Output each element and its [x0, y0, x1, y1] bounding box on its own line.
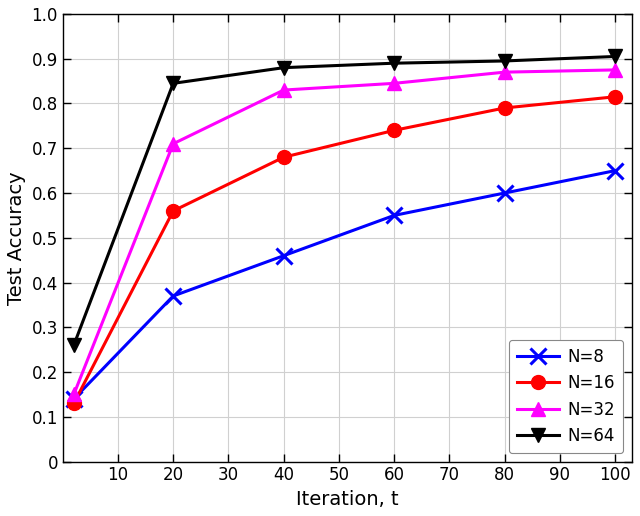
Line: N=32: N=32 [67, 63, 622, 401]
Line: N=16: N=16 [67, 90, 622, 410]
N=32 [170, 141, 177, 147]
N=8 [390, 212, 398, 218]
N=64 [501, 58, 509, 64]
N=16 [70, 400, 77, 407]
N=32 [501, 69, 509, 75]
N=16 [280, 154, 287, 160]
N=32 [280, 87, 287, 93]
N=16 [501, 105, 509, 111]
N=16 [390, 127, 398, 134]
N=64 [390, 60, 398, 66]
X-axis label: Iteration, t: Iteration, t [296, 490, 399, 509]
Line: N=8: N=8 [66, 163, 623, 407]
N=32 [70, 392, 77, 398]
N=64 [70, 342, 77, 348]
N=16 [611, 94, 619, 100]
N=64 [611, 53, 619, 59]
Legend: N=8, N=16, N=32, N=64: N=8, N=16, N=32, N=64 [509, 340, 623, 453]
N=8 [280, 253, 287, 259]
N=64 [280, 64, 287, 71]
N=8 [70, 396, 77, 402]
N=8 [611, 168, 619, 174]
N=16 [170, 208, 177, 214]
N=8 [170, 293, 177, 299]
N=32 [390, 80, 398, 87]
N=32 [611, 67, 619, 73]
Line: N=64: N=64 [67, 50, 622, 352]
N=8 [501, 190, 509, 196]
Y-axis label: Test Accuracy: Test Accuracy [7, 171, 26, 304]
N=64 [170, 80, 177, 87]
